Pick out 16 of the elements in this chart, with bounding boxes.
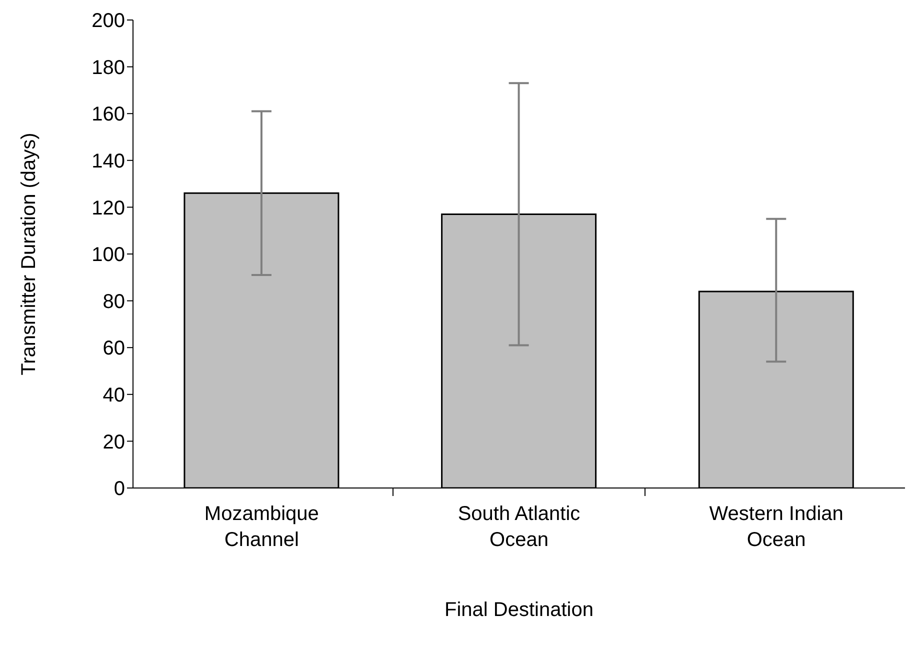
y-tick-label: 160	[92, 104, 125, 126]
y-tick-label: 40	[102, 384, 125, 406]
y-tick-label: 100	[92, 244, 125, 266]
x-tick-label: Mozambique Channel	[204, 503, 319, 551]
y-tick-label: 60	[102, 338, 125, 360]
x-tick-label: Western Indian Ocean	[709, 503, 844, 551]
x-tick-label: South Atlantic Ocean	[458, 503, 580, 551]
y-tick-label: 180	[92, 56, 125, 79]
y-tick-label: 0	[114, 478, 125, 500]
y-tick-label: 20	[102, 431, 125, 454]
y-tick-label: 200	[92, 10, 125, 32]
y-tick-label: 120	[92, 197, 125, 220]
x-axis-title: Final Destination	[444, 599, 594, 621]
y-axis-title: Transmitter Duration (days)	[18, 132, 40, 376]
y-tick-label: 80	[102, 290, 125, 313]
y-tick-label: 140	[92, 150, 125, 172]
